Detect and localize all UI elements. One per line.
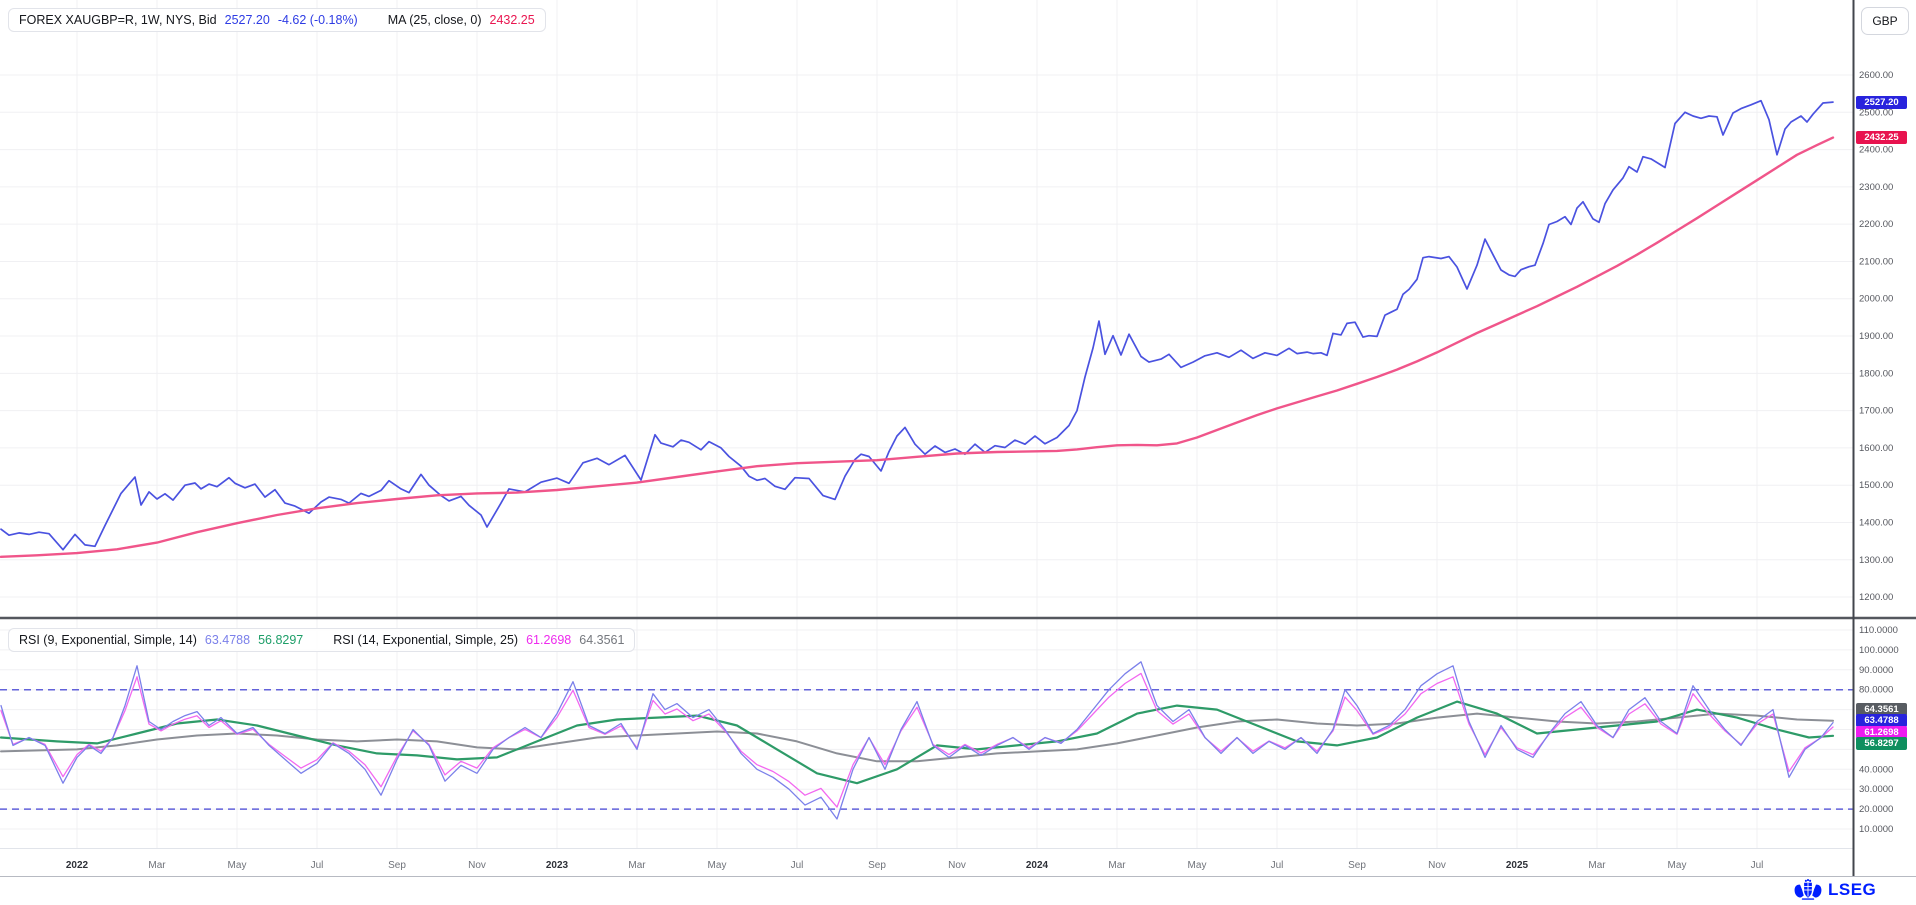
time-axis-label: Sep (388, 860, 406, 871)
ma-value: 2432.25 (489, 13, 535, 27)
price-change: -4.62 (-0.18%) (277, 13, 358, 27)
price-legend[interactable]: FOREX XAUGBP=R, 1W, NYS, Bid 2527.20 -4.… (8, 8, 546, 32)
time-axis-label: 2024 (1026, 860, 1049, 871)
price-axis-label: 2300.00 (1859, 182, 1893, 193)
time-axis-label: May (708, 860, 727, 871)
rsi-axis-label: 30.0000 (1859, 784, 1893, 795)
rsi-axis-badge: 61.2698 (1856, 725, 1907, 739)
time-axis-label: Jul (791, 860, 804, 871)
lseg-logo[interactable]: LSEG (1793, 878, 1876, 902)
currency-axis-button[interactable]: GBP (1861, 7, 1909, 35)
time-axis-label: May (1188, 860, 1207, 871)
rsi-axis-label: 20.0000 (1859, 804, 1893, 815)
lseg-crest-icon (1794, 879, 1822, 900)
time-axis-label: Mar (628, 860, 646, 871)
time-axis-label: Nov (948, 860, 966, 871)
ma-label: MA (25, close, 0) (387, 13, 482, 27)
time-axis-label: 2022 (66, 860, 89, 871)
rsi14-value: 61.2698 (526, 633, 572, 647)
price-axis-label: 2000.00 (1859, 294, 1893, 305)
rsi14-label: RSI (14, Exponential, Simple, 25) (333, 633, 519, 647)
rsi-axis-label: 10.0000 (1859, 824, 1893, 835)
price-axis-label: 1800.00 (1859, 368, 1893, 379)
rsi-axis-label: 90.0000 (1859, 665, 1893, 676)
lseg-logo-text: LSEG (1828, 880, 1877, 899)
rsi14-smooth-value: 64.3561 (579, 633, 625, 647)
time-axis-label: Mar (1108, 860, 1126, 871)
price-axis-label: 2100.00 (1859, 256, 1893, 267)
rsi-axis-label: 100.0000 (1859, 645, 1899, 656)
symbol-info: FOREX XAUGBP=R, 1W, NYS, Bid (19, 13, 217, 27)
rsi9-value: 63.4788 (204, 633, 251, 647)
time-axis-label: May (1668, 860, 1687, 871)
rsi-axis-badge: 56.8297 (1856, 737, 1907, 751)
time-axis-label: 2023 (546, 860, 569, 871)
time-axis-label: 2025 (1506, 860, 1529, 871)
price-axis-label: 1700.00 (1859, 406, 1893, 417)
rsi-axis-label: 80.0000 (1859, 685, 1893, 696)
time-axis-label: Jul (1751, 860, 1764, 871)
price-axis-label: 1400.00 (1859, 517, 1893, 528)
time-axis-label: Jul (1271, 860, 1284, 871)
price-axis-label: 2500.00 (1859, 107, 1893, 118)
rsi9-label: RSI (9, Exponential, Simple, 14) (19, 633, 197, 647)
price-axis-label: 1300.00 (1859, 555, 1893, 566)
price-axis-label: 2200.00 (1859, 219, 1893, 230)
price-axis-label: 1600.00 (1859, 443, 1893, 454)
time-axis-label: Mar (148, 860, 166, 871)
last-price: 2527.20 (224, 13, 270, 27)
time-axis-label: Sep (868, 860, 886, 871)
time-axis-label: Sep (1348, 860, 1366, 871)
rsi9-smooth-value: 56.8297 (258, 633, 304, 647)
price-axis-label: 1900.00 (1859, 331, 1893, 342)
price-axis-label: 1500.00 (1859, 480, 1893, 491)
price-axis-badge: 2432.25 (1856, 131, 1907, 145)
price-axis-label: 2400.00 (1859, 145, 1893, 156)
rsi-axis-badge: 63.4788 (1856, 714, 1907, 728)
price-axis-label: 2600.00 (1859, 70, 1893, 81)
price-axis-badge: 2527.20 (1856, 95, 1907, 109)
rsi-legend[interactable]: RSI (9, Exponential, Simple, 14) 63.4788… (8, 628, 636, 652)
time-axis-label: Mar (1588, 860, 1606, 871)
rsi-axis-badge: 64.3561 (1856, 702, 1907, 716)
rsi-axis-label: 110.0000 (1859, 625, 1898, 636)
rsi-axis-label: 40.0000 (1859, 764, 1893, 775)
time-axis-label: Jul (311, 860, 324, 871)
time-axis-label: Nov (468, 860, 486, 871)
time-axis-label: May (228, 860, 247, 871)
price-axis-label: 1200.00 (1859, 592, 1893, 603)
time-axis-label: Nov (1428, 860, 1446, 871)
